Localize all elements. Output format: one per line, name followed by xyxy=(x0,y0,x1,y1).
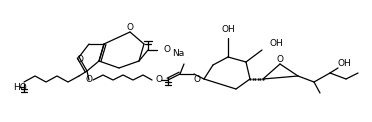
Text: OH: OH xyxy=(221,25,235,34)
Text: O: O xyxy=(156,76,163,85)
Text: O: O xyxy=(126,22,134,31)
Text: O: O xyxy=(77,55,83,63)
Text: O: O xyxy=(276,56,283,65)
Text: HO: HO xyxy=(13,82,27,92)
Text: O: O xyxy=(194,75,201,83)
Text: OH: OH xyxy=(269,40,283,49)
Text: O: O xyxy=(163,46,170,55)
Text: O: O xyxy=(86,76,93,85)
Text: OH: OH xyxy=(338,60,352,68)
Text: Na: Na xyxy=(172,50,184,59)
